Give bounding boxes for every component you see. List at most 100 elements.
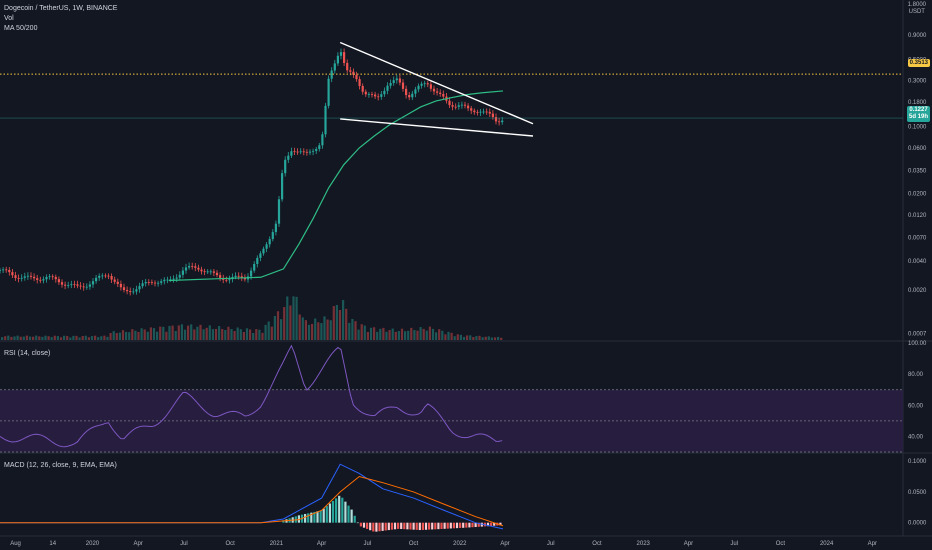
volume-bar bbox=[376, 331, 379, 340]
candle-body bbox=[408, 95, 411, 98]
candle-body bbox=[54, 276, 57, 280]
volume-bar bbox=[56, 336, 59, 340]
volume-bar bbox=[475, 336, 478, 340]
candle-body bbox=[138, 286, 141, 290]
volume-bar bbox=[211, 329, 214, 340]
price-tick-label: 0.3000 bbox=[908, 79, 927, 85]
volume-bar bbox=[69, 337, 72, 340]
price-tick-label: 0.0120 bbox=[908, 213, 927, 219]
candle-body bbox=[361, 85, 364, 92]
candle-body bbox=[250, 270, 253, 277]
volume-bar bbox=[242, 332, 245, 340]
volume-bar bbox=[121, 330, 125, 340]
candle-body bbox=[259, 253, 262, 258]
candle-body bbox=[234, 275, 237, 278]
macd-histogram-bar bbox=[431, 522, 434, 530]
volume-bar bbox=[326, 319, 329, 340]
volume-bar bbox=[459, 334, 462, 340]
candle-body bbox=[377, 96, 380, 98]
candle-body bbox=[191, 266, 194, 267]
volume-bar bbox=[4, 336, 7, 340]
candle-body bbox=[88, 284, 91, 287]
macd-histogram-bar bbox=[400, 522, 403, 529]
candle-body bbox=[284, 159, 287, 174]
candle-body bbox=[48, 276, 51, 278]
candle-body bbox=[225, 279, 228, 281]
volume-bar bbox=[270, 326, 273, 340]
volume-bar bbox=[419, 327, 422, 340]
volume-bar bbox=[177, 325, 180, 340]
candle-body bbox=[420, 83, 423, 86]
volume-bar bbox=[453, 336, 456, 340]
volume-bar bbox=[261, 332, 264, 340]
volume-bar bbox=[276, 311, 280, 340]
candle-body bbox=[491, 113, 494, 118]
volume-bar bbox=[171, 325, 174, 340]
macd-histogram-bar bbox=[437, 522, 440, 530]
time-tick-label: Apr bbox=[684, 541, 693, 547]
candle-body bbox=[268, 239, 271, 245]
macd-histogram-bar bbox=[378, 522, 381, 532]
macd-histogram-bar bbox=[455, 522, 459, 529]
candle-body bbox=[281, 173, 284, 200]
volume-bar bbox=[425, 330, 428, 340]
volume-bar bbox=[236, 327, 239, 340]
volume-bar bbox=[230, 329, 233, 340]
candle-body bbox=[383, 90, 386, 95]
volume-bar bbox=[174, 330, 177, 340]
volume-bar bbox=[38, 336, 41, 340]
time-tick-label: Jul bbox=[363, 541, 371, 547]
volume-bar bbox=[193, 329, 196, 340]
candle-body bbox=[163, 279, 166, 282]
volume-bar bbox=[32, 336, 35, 340]
candle-body bbox=[20, 277, 23, 279]
macd-histogram-bar bbox=[282, 520, 285, 523]
candle-body bbox=[150, 282, 153, 283]
volume-bar bbox=[149, 327, 152, 340]
time-tick-label: 2022 bbox=[453, 541, 467, 547]
rsi-line bbox=[0, 344, 503, 448]
time-tick-label: Aug bbox=[10, 541, 21, 547]
volume-bar bbox=[22, 336, 25, 340]
candle-body bbox=[206, 271, 209, 273]
candle-body bbox=[296, 151, 299, 153]
candle-body bbox=[277, 199, 281, 224]
candle-body bbox=[85, 286, 88, 288]
price-tick-label: 0.1000 bbox=[908, 125, 927, 131]
candle-body bbox=[380, 94, 383, 97]
candle-body bbox=[33, 276, 36, 279]
volume-bar bbox=[329, 320, 332, 340]
time-tick-label: Apr bbox=[134, 541, 143, 547]
candle-body bbox=[423, 83, 426, 85]
macd-histogram-bar bbox=[362, 522, 366, 528]
candle-body bbox=[73, 284, 76, 286]
candle-body bbox=[144, 282, 147, 284]
volume-bar bbox=[286, 296, 289, 340]
time-tick-label: Jul bbox=[547, 541, 555, 547]
candle-body bbox=[308, 151, 312, 153]
candle-body bbox=[315, 148, 318, 151]
macd-histogram-bar bbox=[403, 522, 406, 530]
volume-bar bbox=[100, 336, 103, 340]
rsi-tick-label: 100.00 bbox=[908, 341, 927, 347]
macd-tick-label: 0.0000 bbox=[908, 521, 927, 527]
volume-bar bbox=[28, 336, 32, 340]
volume-bar bbox=[462, 336, 466, 340]
volume-bar bbox=[354, 321, 357, 340]
volume-bar bbox=[47, 336, 50, 340]
candle-body bbox=[426, 83, 429, 85]
candle-body bbox=[470, 108, 473, 111]
volume-bar bbox=[81, 335, 84, 340]
volume-bar bbox=[233, 331, 236, 340]
candle-body bbox=[324, 105, 327, 135]
volume-bar bbox=[162, 326, 165, 340]
candle-body bbox=[352, 71, 355, 75]
candle-body bbox=[126, 289, 129, 292]
price-tick-label: 0.0040 bbox=[908, 259, 927, 265]
volume-bar bbox=[245, 328, 249, 340]
macd-histogram-bar bbox=[446, 522, 449, 529]
volume-bar bbox=[404, 331, 407, 340]
time-tick-label: Jul bbox=[730, 541, 738, 547]
macd-histogram-bar bbox=[471, 522, 474, 528]
